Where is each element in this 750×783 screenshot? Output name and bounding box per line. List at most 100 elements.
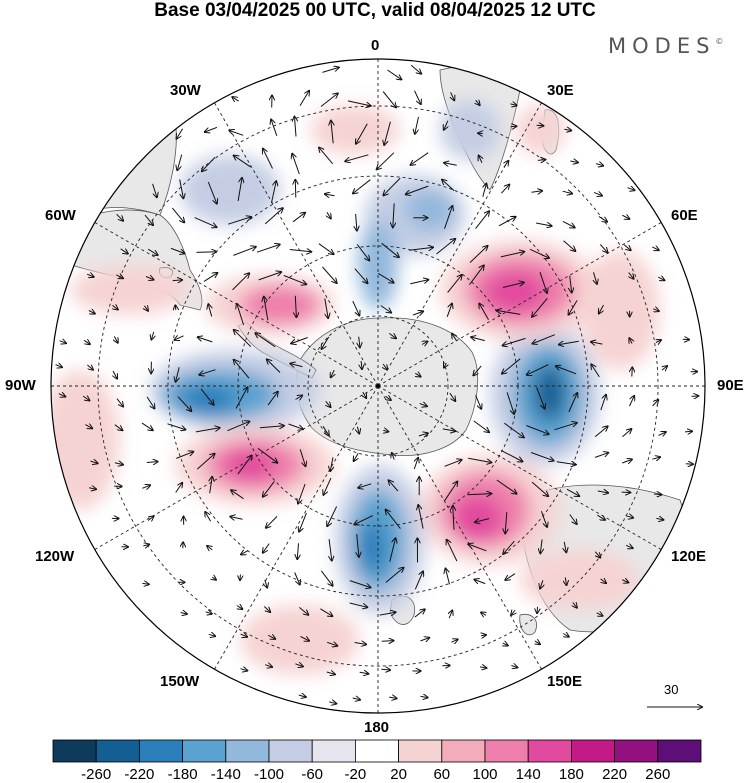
colorbar-tick-label: -180 [167,766,198,783]
wind-vector [356,244,369,260]
wind-vector [536,223,552,226]
wind-vector [120,249,128,254]
wind-vector [264,208,283,225]
wind-vector [540,539,542,554]
wind-vector [653,309,659,311]
colorbar-tick-label: 140 [515,766,541,783]
wind-vector [210,477,213,494]
wind-vector [265,665,272,667]
wind-vector [422,342,427,345]
wind-vector [146,462,158,463]
wind-vector [176,367,180,381]
wind-vector [354,268,368,284]
wind-vector [142,583,148,584]
wind-vector [451,92,455,100]
colorbar-tick-label: 20 [390,766,407,783]
wind-vector [386,510,401,529]
wind-vector [418,433,428,436]
wind-vector [271,120,278,136]
wind-vector [290,364,303,367]
wind-vector [540,580,543,588]
wind-vector [415,116,419,134]
wind-vector [622,429,632,438]
wind-vector [145,306,149,311]
wind-vector [483,184,487,197]
wind-vector [556,366,577,375]
wind-vector [411,152,429,165]
wind-vector [531,191,543,193]
longitude-label-0: 0 [371,37,380,54]
wind-vector [320,608,332,616]
wind-vector [594,272,597,284]
colorbar-swatch [398,739,443,763]
longitude-label-90e: 90E [717,377,744,394]
wind-vector [526,425,548,435]
wind-vector [152,183,157,198]
wind-vector [323,477,332,495]
wind-vector [444,363,446,368]
wind-vector [212,577,216,580]
wind-vector [196,252,216,253]
wind-vector [359,336,360,348]
wind-vector [289,250,312,252]
wind-vector [234,330,252,347]
wind-vector [295,664,303,667]
wind-vector [559,340,579,344]
wind-vector [319,148,334,165]
wind-vector [570,161,578,163]
wind-vector [381,242,399,257]
wind-vector [467,494,491,495]
wind-vector [565,577,566,586]
wind-vector [267,635,275,639]
colorbar-tick-label: -220 [124,766,155,783]
meridian-line [377,222,662,387]
wind-vector [263,481,275,496]
wind-vector [233,247,255,256]
wind-vector [357,534,359,557]
wind-vector [684,431,692,432]
wind-vector [389,480,399,492]
colorbar-swatch [311,739,356,763]
wind-vector [627,188,635,191]
anomaly-blob [70,265,190,315]
wind-vector [263,149,273,169]
wind-vector [177,396,191,411]
wind-vector [554,423,577,431]
wind-vector [621,580,628,583]
wind-vector [691,396,699,397]
wind-vector [510,126,517,127]
longitude-label-120w: 120W [35,548,75,565]
wind-vector [231,490,244,500]
wind-vector [389,538,396,562]
wind-vector [148,516,153,520]
wind-vector [354,643,367,645]
wind-vector [511,610,515,615]
wind-vector [537,160,546,161]
wind-vector [500,252,524,258]
longitude-label-180: 180 [364,719,390,736]
wind-vector [359,672,369,674]
reference-vector-label: 30 [664,682,679,697]
wind-vector [240,669,248,671]
colorbar-tick-label: -260 [81,766,112,783]
meridian-line [377,385,662,550]
colorbar-tick-label: -140 [210,766,241,783]
wind-vector [383,177,401,195]
wind-vector [629,272,634,279]
colorbar-swatch [95,739,140,763]
wind-vector [474,580,486,584]
wind-vector [506,392,514,414]
colorbar-swatch [527,739,572,763]
anomaly-blob [485,272,545,312]
wind-vector [325,194,335,196]
wind-vector [505,512,507,533]
meridian-line [94,385,379,550]
wind-vector [144,214,153,225]
wind-vector [327,212,331,218]
anomaly-blob [310,105,400,155]
anomaly-blob [51,370,120,510]
wind-vector [237,178,242,202]
wind-vector [143,544,149,546]
wind-vector [503,540,515,554]
wind-vector [116,275,123,279]
